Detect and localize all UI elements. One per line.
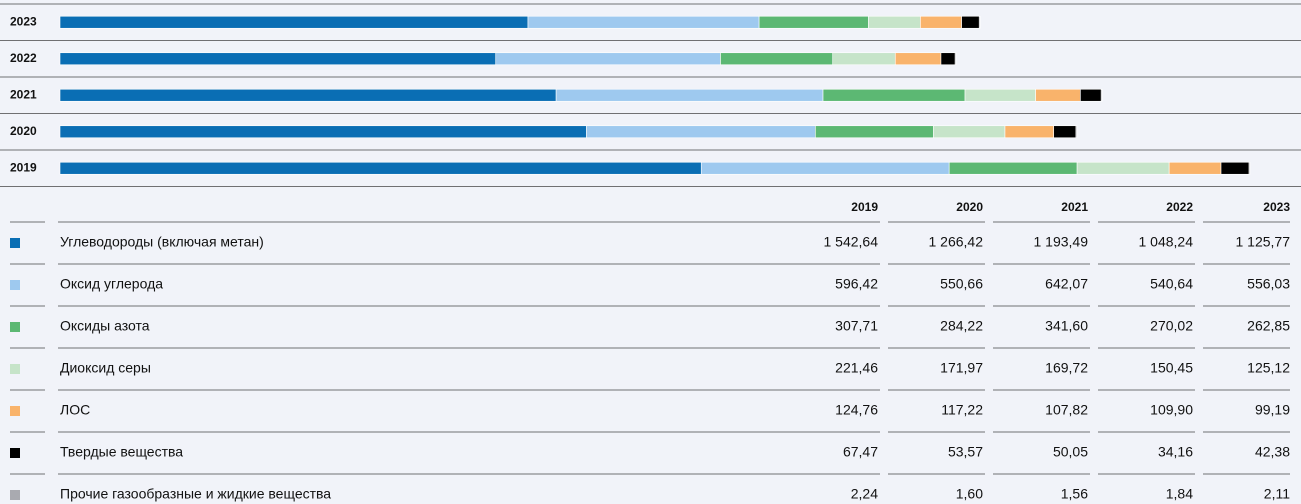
table-value: 50,05 — [1053, 444, 1088, 460]
table-value: 262,85 — [1247, 318, 1290, 334]
series-name: ЛОС — [60, 402, 90, 418]
bar-segment — [933, 125, 1006, 139]
table-value: 1 125,77 — [1236, 234, 1291, 250]
series-name: Диоксид серы — [60, 360, 151, 376]
bar-segment — [1035, 88, 1081, 102]
bar-segment — [1168, 161, 1222, 175]
table-value: 1 193,49 — [1034, 234, 1089, 250]
table-value: 221,46 — [835, 360, 878, 376]
bar-segment — [954, 52, 957, 66]
table-value: 1 266,42 — [929, 234, 984, 250]
table-value: 2,11 — [1264, 486, 1290, 502]
bar-segment — [1220, 161, 1250, 175]
bar-segment — [822, 88, 966, 102]
year-label: 2023 — [10, 14, 37, 28]
bar-segment — [758, 15, 869, 29]
table-value: 270,02 — [1150, 318, 1193, 334]
table-value: 556,03 — [1247, 276, 1290, 292]
table-value: 124,76 — [835, 402, 878, 418]
table-value: 642,07 — [1045, 276, 1088, 292]
bar-segment — [961, 15, 980, 29]
table-value: 1,84 — [1166, 486, 1193, 502]
year-label: 2019 — [10, 160, 37, 174]
table-value: 34,16 — [1158, 444, 1193, 460]
table-value: 284,22 — [940, 318, 983, 334]
bar-segment — [1080, 88, 1102, 102]
column-header: 2023 — [1263, 200, 1290, 214]
table-value: 171,97 — [940, 360, 983, 376]
table-value: 596,42 — [835, 276, 878, 292]
bar-segment — [586, 125, 816, 139]
series-name: Оксиды азота — [60, 318, 150, 334]
table-value: 67,47 — [843, 444, 878, 460]
column-header: 2022 — [1166, 200, 1193, 214]
legend-swatch — [10, 322, 20, 332]
table-value: 42,38 — [1255, 444, 1290, 460]
bar-segment — [59, 161, 702, 175]
legend-swatch — [10, 280, 20, 290]
bar-segment — [720, 52, 834, 66]
table-value: 1,60 — [956, 486, 983, 502]
bar-segment — [894, 52, 942, 66]
table-value: 169,72 — [1045, 360, 1088, 376]
bar-segment — [868, 15, 921, 29]
table-value: 2,24 — [851, 486, 878, 502]
bar-segment — [1248, 161, 1251, 175]
table-value: 109,90 — [1150, 402, 1193, 418]
series-name: Твердые вещества — [60, 444, 183, 460]
table-value: 1 048,24 — [1139, 234, 1194, 250]
bar-segment — [59, 52, 497, 66]
series-name: Прочие газообразные и жидкие вещества — [60, 486, 331, 502]
column-header: 2020 — [956, 200, 983, 214]
series-name: Оксид углерода — [60, 276, 163, 292]
legend-swatch — [10, 448, 20, 458]
bar-segment — [1053, 125, 1077, 139]
bar-segment — [940, 52, 956, 66]
table-value: 99,19 — [1255, 402, 1290, 418]
legend-swatch — [10, 406, 20, 416]
table-value: 550,66 — [940, 276, 983, 292]
bar-segment — [948, 161, 1078, 175]
bar-segment — [1076, 161, 1170, 175]
table-value: 107,82 — [1045, 402, 1088, 418]
table-value: 540,64 — [1150, 276, 1193, 292]
table-value: 117,22 — [941, 402, 983, 418]
bar-segment — [815, 125, 934, 139]
legend-swatch — [10, 238, 20, 248]
bar-segment — [832, 52, 896, 66]
table-value: 341,60 — [1045, 318, 1088, 334]
series-name: Углеводороды (включая метан) — [60, 234, 264, 250]
column-header: 2021 — [1061, 200, 1088, 214]
bar-segment — [59, 125, 587, 139]
legend-swatch — [10, 364, 20, 374]
bar-segment — [495, 52, 721, 66]
bar-segment — [555, 88, 824, 102]
bar-segment — [978, 15, 981, 29]
table-value: 53,57 — [948, 444, 983, 460]
table-value: 125,12 — [1247, 360, 1290, 376]
bar-segment — [59, 15, 529, 29]
bar-segment — [964, 88, 1036, 102]
year-label: 2020 — [10, 124, 37, 138]
bar-segment — [1004, 125, 1055, 139]
table-value: 150,45 — [1150, 360, 1193, 376]
year-label: 2021 — [10, 87, 37, 101]
bar-segment — [527, 15, 760, 29]
year-label: 2022 — [10, 51, 37, 65]
legend-swatch — [10, 490, 20, 500]
table-value: 307,71 — [835, 318, 878, 334]
bar-segment — [1075, 125, 1078, 139]
bar-segment — [1100, 88, 1103, 102]
table-value: 1,56 — [1061, 486, 1088, 502]
bar-segment — [59, 88, 557, 102]
column-header: 2019 — [851, 200, 878, 214]
table-value: 1 542,64 — [824, 234, 879, 250]
bar-segment — [700, 161, 950, 175]
bar-segment — [920, 15, 962, 29]
